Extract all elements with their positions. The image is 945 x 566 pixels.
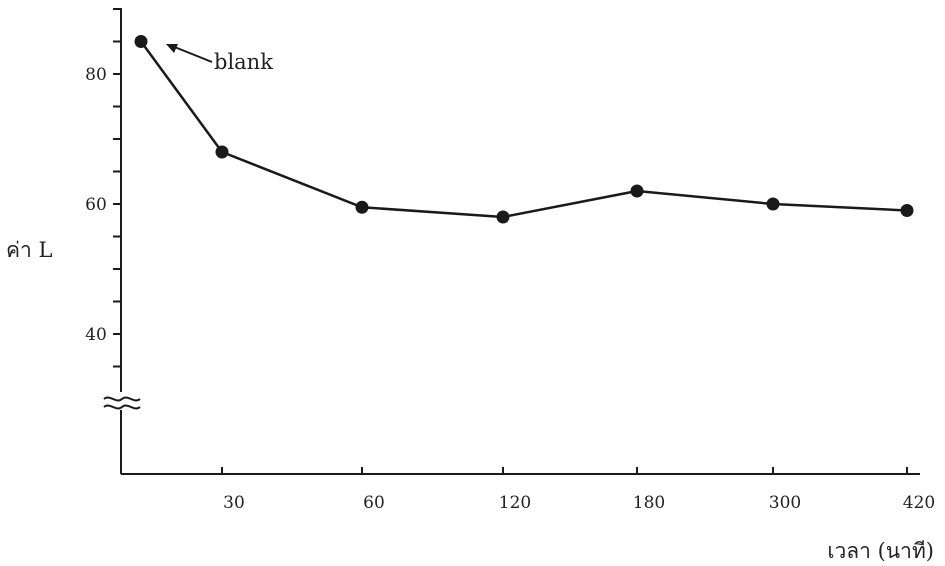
x-tick-label: 180 <box>633 493 665 513</box>
series-line-group <box>134 35 914 224</box>
y-tick-label: 60 <box>85 195 107 215</box>
x-tick-label: 120 <box>499 493 531 513</box>
x-ticks: 30 60 120 180 300 420 <box>221 467 935 513</box>
data-point <box>630 184 644 198</box>
x-tick-label: 60 <box>363 493 385 513</box>
annotation-arrow-line <box>171 45 213 63</box>
x-tick-label: 420 <box>903 493 935 513</box>
annotation-label: blank <box>214 50 273 74</box>
blank-annotation: blank <box>166 44 273 74</box>
y-axis-title: ค่า L <box>6 238 53 262</box>
axes: 40 60 80 30 60 120 180 300 420 <box>85 8 935 513</box>
data-point <box>355 200 369 214</box>
data-point <box>900 204 914 217</box>
x-tick-label: 30 <box>223 493 245 513</box>
data-point <box>134 35 148 48</box>
axis-break-icon <box>103 396 141 410</box>
y-tick-label: 80 <box>85 65 107 85</box>
data-point <box>766 197 780 211</box>
y-tick-label: 40 <box>85 325 107 345</box>
annotation-arrowhead-icon <box>166 44 178 53</box>
y-ticks: 40 60 80 <box>85 8 121 368</box>
x-axis-title: เวลา (นาที) <box>827 539 934 563</box>
data-point <box>215 145 229 159</box>
x-tick-label: 300 <box>769 493 801 513</box>
data-point <box>496 210 510 224</box>
